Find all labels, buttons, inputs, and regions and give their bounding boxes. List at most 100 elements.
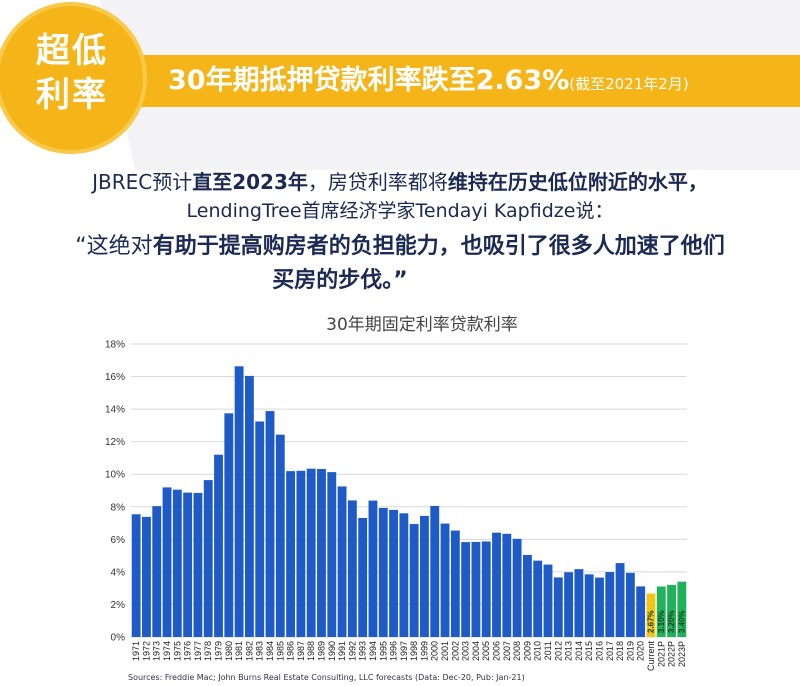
y-tick-label: 6% xyxy=(111,535,126,546)
bar-2017 xyxy=(605,572,615,637)
x-tick-label: 2018 xyxy=(615,641,625,661)
data-label: 2.67% xyxy=(646,610,655,633)
badge-circle: 超低 利率 xyxy=(0,2,147,154)
x-tick-label: Current xyxy=(646,641,656,672)
rate-chart: 30年期固定利率贷款利率 0% 2% 4% 6% 8% 10% 12% 14% 16% 18% 2… xyxy=(105,315,687,672)
bar-2016 xyxy=(595,577,604,637)
text-line-3: “这绝对有助于提高购房者的负担能力，也吸引了很多人加速了他们 xyxy=(0,228,800,260)
x-tick-label: 1972 xyxy=(141,641,151,661)
badge-line2: 利率 xyxy=(36,75,108,115)
bar-1975 xyxy=(172,489,182,637)
x-tick-label: 2010 xyxy=(533,641,543,661)
bar-1990 xyxy=(327,472,337,637)
x-tick-label: 2000 xyxy=(430,641,440,661)
y-tick-label: 14% xyxy=(105,405,125,416)
x-tick-label: 2006 xyxy=(492,641,502,661)
bar-1973 xyxy=(152,506,162,637)
bar-1979 xyxy=(214,454,223,637)
text-line-4: 买房的步伐。” xyxy=(272,268,408,293)
bar-2001 xyxy=(440,523,450,637)
x-tick-label: 1993 xyxy=(358,641,368,661)
x-tick-label: 2011 xyxy=(543,641,553,660)
bar-1995 xyxy=(378,507,388,637)
bar-2000 xyxy=(430,505,440,637)
data-label: 3.20% xyxy=(667,610,676,633)
x-tick-label: 1983 xyxy=(255,641,265,661)
x-tick-label: 1980 xyxy=(224,641,234,661)
bar-1985 xyxy=(275,434,285,637)
headline-banner xyxy=(118,55,800,107)
bar-2019 xyxy=(625,572,635,637)
y-tick-label: 2% xyxy=(111,600,126,611)
bar-1984 xyxy=(265,411,275,637)
x-tick-label: 1984 xyxy=(265,641,275,661)
x-tick-label: 2003 xyxy=(461,641,471,661)
text-line-1a: JBREC预计 xyxy=(92,170,193,194)
x-tick-label: 2002 xyxy=(450,641,460,661)
text-line-1d: 维持在历史低位附近的水平， xyxy=(447,170,708,194)
x-tick-label: 1999 xyxy=(419,641,429,661)
x-tick-label: 1986 xyxy=(286,641,296,661)
bar-1980 xyxy=(224,413,234,637)
text-line-1: JBREC预计直至2023年，房贷利率都将维持在历史低位附近的水平， xyxy=(0,166,800,195)
text-line-2: LendingTree首席经济学家Tendayi Kapfidze说： xyxy=(186,200,614,222)
chart-bars: 2.67% 3.10% 3.20% 3.40% xyxy=(131,366,686,637)
bar-1977 xyxy=(193,492,203,637)
x-tick-label: 1978 xyxy=(203,641,213,661)
y-tick-label: 4% xyxy=(111,567,126,578)
bar-2006 xyxy=(492,532,501,637)
x-tick-label: 1992 xyxy=(347,641,357,661)
bar-2014 xyxy=(574,569,584,637)
y-tick-label: 0% xyxy=(111,633,126,644)
bar-1996 xyxy=(389,509,398,637)
x-tick-label: 2021P xyxy=(656,641,666,667)
y-tick-label: 16% xyxy=(105,372,125,383)
bar-2022P xyxy=(667,584,676,637)
x-tick-label: 1974 xyxy=(162,641,172,661)
bar-1971 xyxy=(131,514,141,637)
bar-Current xyxy=(646,593,656,637)
bar-1997 xyxy=(399,513,409,637)
bar-1978 xyxy=(203,480,213,637)
x-tick-label: 2012 xyxy=(553,641,563,661)
x-tick-label: 2008 xyxy=(512,641,522,661)
bar-2012 xyxy=(553,577,563,637)
x-tick-label: 2015 xyxy=(584,641,594,661)
x-tick-label: 2007 xyxy=(502,641,512,661)
bar-1992 xyxy=(347,500,357,637)
bar-2002 xyxy=(450,530,460,637)
x-tick-label: 1973 xyxy=(152,641,162,661)
bar-2004 xyxy=(471,541,481,637)
bar-1982 xyxy=(244,375,254,637)
x-tick-label: 2009 xyxy=(522,641,532,661)
x-tick-label: 2016 xyxy=(594,641,604,661)
x-tick-label: 1994 xyxy=(368,641,378,661)
chart-grid: 0% 2% 4% 6% 8% 10% 12% 14% 16% 18% xyxy=(105,340,687,644)
bar-2021P xyxy=(656,586,666,637)
x-tick-label: 1991 xyxy=(337,641,347,661)
bar-2011 xyxy=(543,564,553,637)
bar-1989 xyxy=(317,469,326,637)
bar-1983 xyxy=(255,421,265,637)
bar-1987 xyxy=(296,470,306,637)
x-tick-label: 1975 xyxy=(172,641,182,661)
bar-1993 xyxy=(358,518,368,637)
bar-1976 xyxy=(183,492,193,637)
headline: 30年期抵押贷款利率跌至2.63%(截至2021年2月) xyxy=(168,58,689,104)
bar-2010 xyxy=(533,560,543,637)
x-tick-label: 2020 xyxy=(636,641,646,661)
x-tick-label: 1981 xyxy=(234,641,244,661)
bar-1974 xyxy=(162,487,172,637)
x-tick-label: 1982 xyxy=(244,641,254,661)
bar-1994 xyxy=(368,500,378,637)
bar-2007 xyxy=(502,533,512,637)
x-tick-label: 1997 xyxy=(399,641,409,661)
badge-line1: 超低 xyxy=(36,31,108,71)
x-tick-label: 1998 xyxy=(409,641,419,661)
x-tick-label: 1995 xyxy=(378,641,388,661)
chart-x-labels: 1971 1972 1973 1974 1975 1976 1977 1978 1979 1980… xyxy=(131,641,687,672)
y-tick-label: 10% xyxy=(105,470,125,481)
bar-1991 xyxy=(337,486,347,637)
x-tick-label: 2023P xyxy=(677,641,687,667)
x-tick-label: 2017 xyxy=(605,641,615,661)
